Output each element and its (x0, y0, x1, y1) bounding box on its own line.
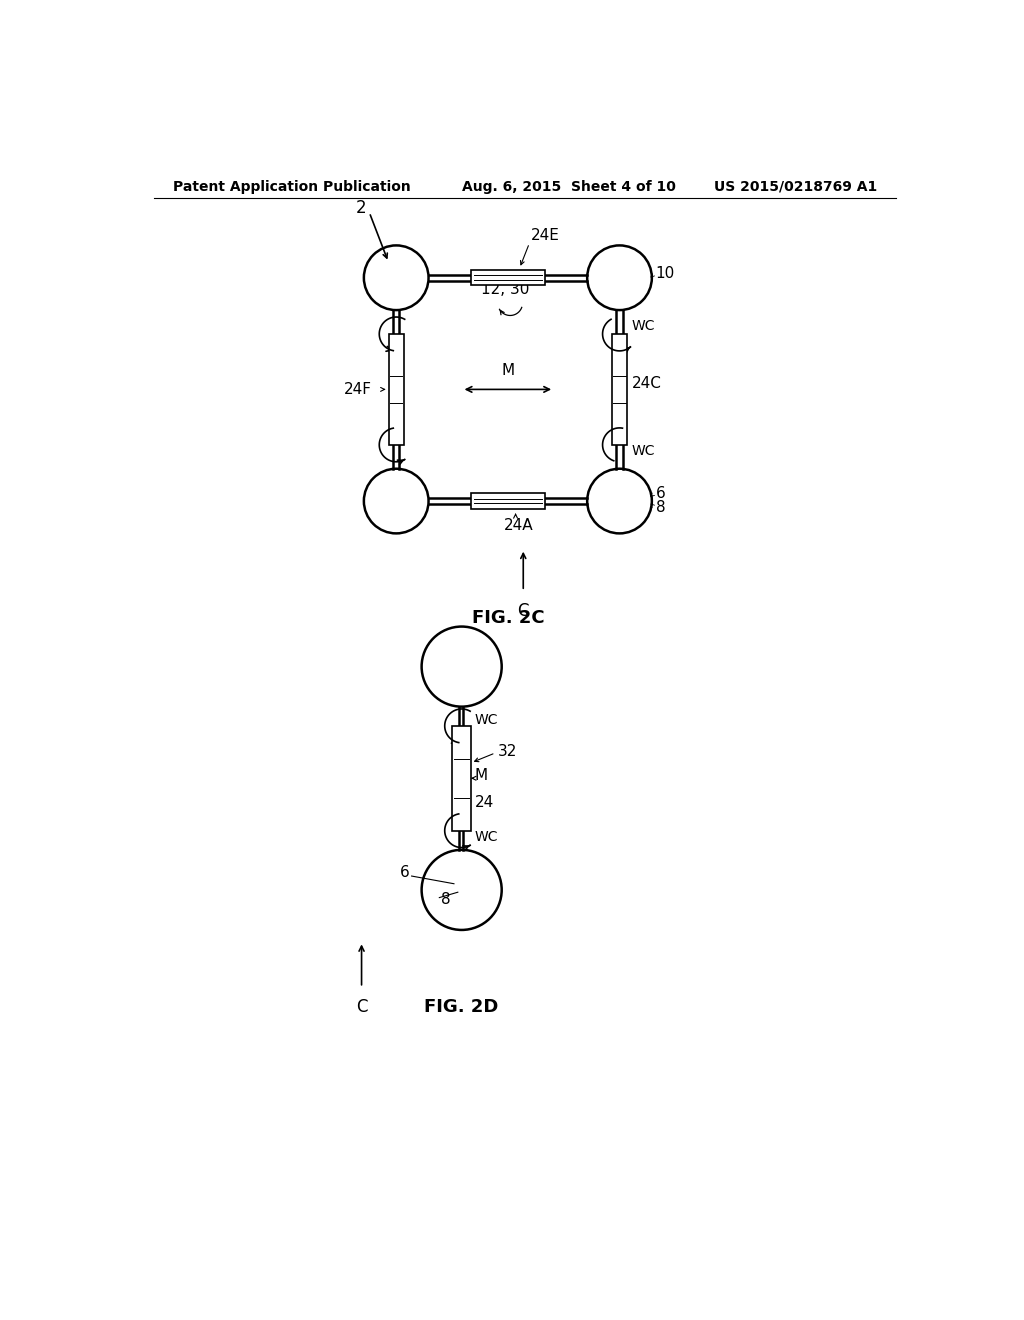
Text: Aug. 6, 2015  Sheet 4 of 10: Aug. 6, 2015 Sheet 4 of 10 (462, 180, 676, 194)
Text: US 2015/0218769 A1: US 2015/0218769 A1 (714, 180, 878, 194)
Text: 32: 32 (498, 743, 517, 759)
Text: WC: WC (475, 713, 499, 727)
Text: M: M (502, 363, 514, 378)
Text: 24A: 24A (504, 519, 534, 533)
Text: WC: WC (475, 830, 499, 843)
Bar (611, 334, 628, 445)
Text: FIG. 2C: FIG. 2C (471, 609, 544, 627)
Text: Patent Application Publication: Patent Application Publication (173, 180, 411, 194)
Bar (471, 271, 545, 285)
Text: 2: 2 (355, 199, 367, 218)
Bar (453, 726, 471, 830)
Text: 10: 10 (655, 267, 675, 281)
Text: 12, 30: 12, 30 (481, 281, 529, 297)
Text: M: M (475, 768, 487, 784)
Text: FIG. 2D: FIG. 2D (425, 998, 499, 1016)
Bar (471, 494, 545, 508)
Text: 24C: 24C (632, 376, 662, 391)
Text: 24F: 24F (344, 381, 372, 397)
Text: 24E: 24E (531, 228, 560, 243)
Text: 8: 8 (441, 891, 451, 907)
Text: WC: WC (632, 444, 655, 458)
Text: C: C (355, 998, 368, 1016)
Bar (388, 334, 403, 445)
Text: 8: 8 (655, 500, 666, 515)
Text: C: C (517, 602, 529, 620)
Text: 24: 24 (475, 796, 494, 810)
Text: 6: 6 (655, 486, 666, 500)
Text: 6: 6 (400, 866, 410, 880)
Text: WC: WC (632, 319, 655, 333)
